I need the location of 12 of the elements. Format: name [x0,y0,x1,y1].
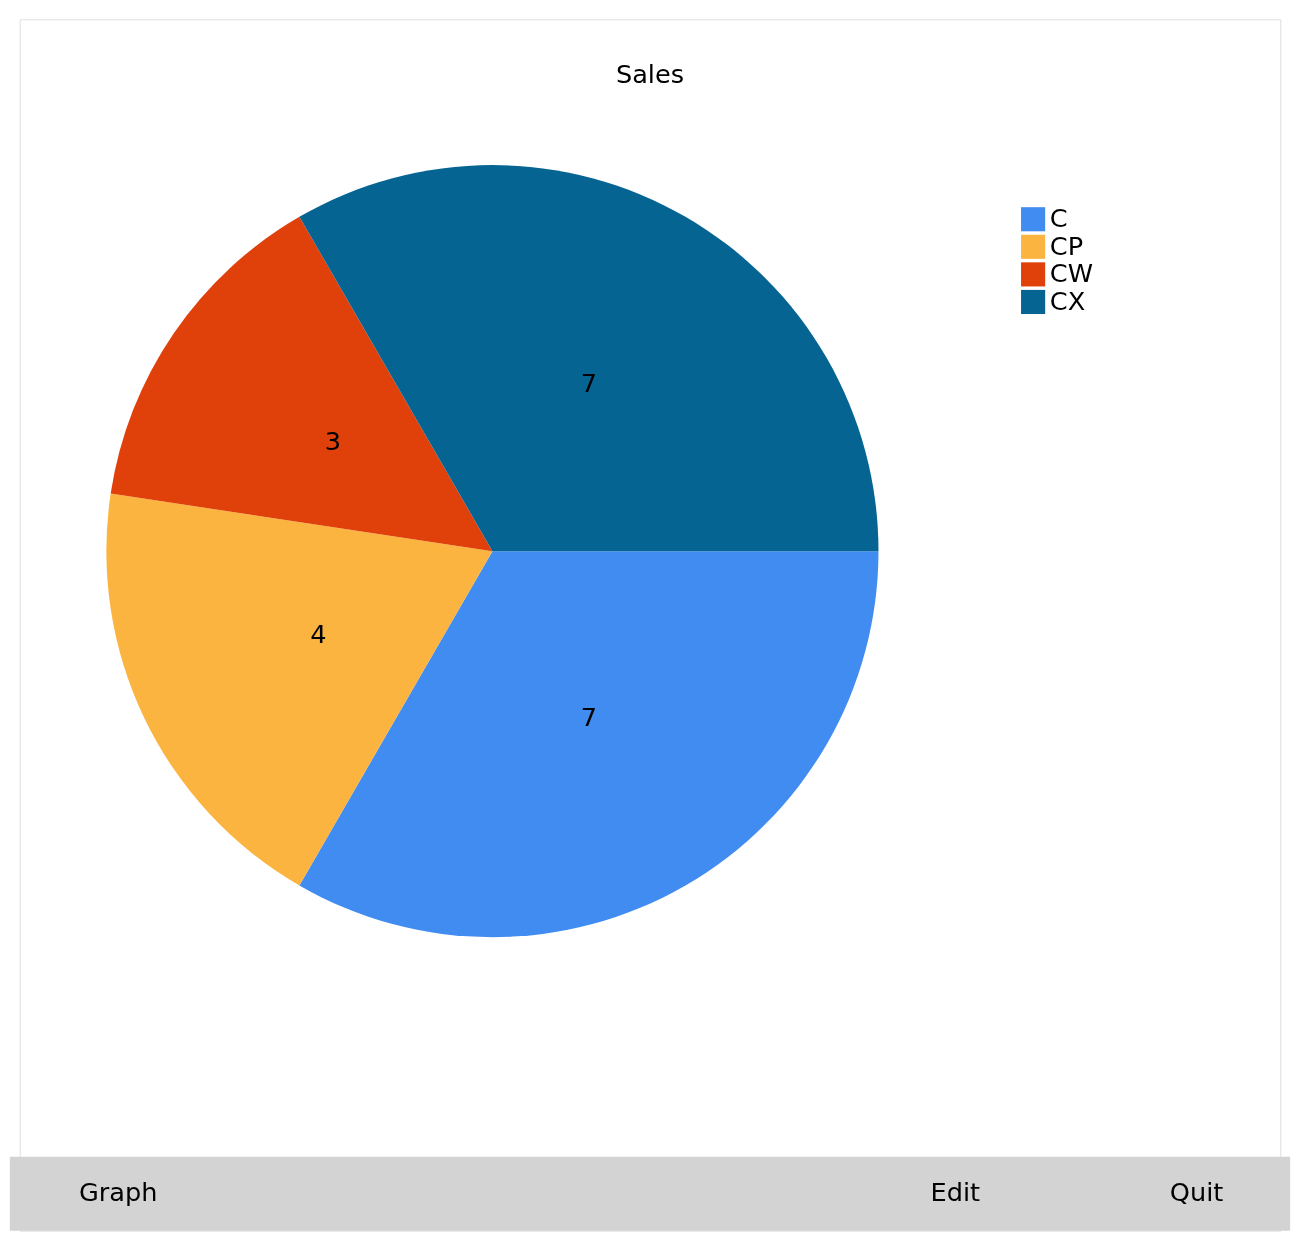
text: Quit [1169,1177,1224,1208]
data-label: 3 [324,426,342,457]
text: Edit [930,1177,981,1208]
pie-slice [110,216,493,552]
text: Graph [78,1177,158,1208]
data-label: 7 [580,702,598,733]
pie-slice [106,493,493,886]
chart-title: Sales [615,59,685,90]
data-label: 7 [580,367,598,398]
pie-slice [299,551,879,938]
pie-slice [299,165,879,552]
data-label: 4 [310,618,327,649]
